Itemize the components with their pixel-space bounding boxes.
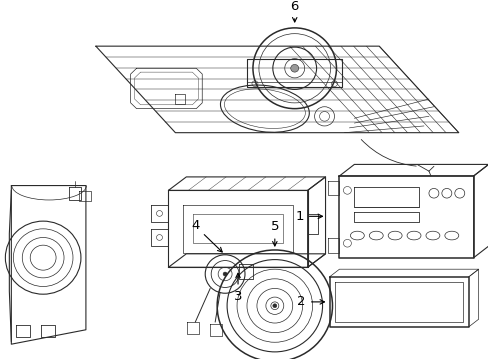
Circle shape xyxy=(223,272,226,276)
Text: 6: 6 xyxy=(290,0,298,22)
Text: 3: 3 xyxy=(233,273,242,303)
Text: 2: 2 xyxy=(297,296,324,309)
Circle shape xyxy=(290,64,298,72)
Text: 4: 4 xyxy=(191,220,222,252)
Text: 1: 1 xyxy=(295,210,322,223)
Circle shape xyxy=(272,304,276,308)
Text: 5: 5 xyxy=(270,220,279,246)
